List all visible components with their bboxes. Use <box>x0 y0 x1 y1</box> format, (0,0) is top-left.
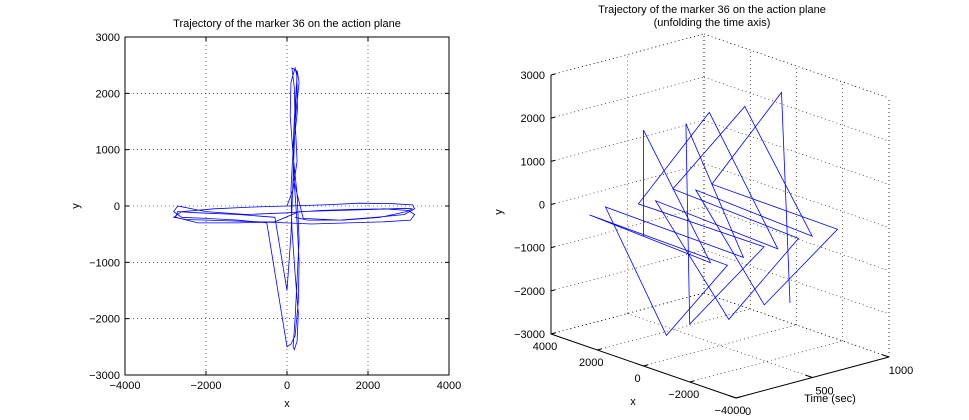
box-3d <box>550 75 890 399</box>
ticks-2d: −4000 −2000 0 2000 4000 −3000 −2000 −1000 0 1000 2… <box>89 32 461 392</box>
x-tick-label-3d: 2000 <box>579 357 603 369</box>
y-axis-label-2d: y <box>70 203 82 209</box>
x-tick-label: 2000 <box>356 380 380 392</box>
y-tick-label-3d: −1000 <box>514 243 545 255</box>
chart-2d: −4000 −2000 0 2000 4000 −3000 −2000 −1000 0 1000 2… <box>70 18 461 410</box>
y-tick-label: 1000 <box>96 145 120 157</box>
trajectory-line-2d <box>172 66 416 351</box>
x-axis-label-3d: x <box>630 396 636 408</box>
x-tick-label-3d: 4000 <box>533 341 557 353</box>
chart-2d-title: Trajectory of the marker 36 on the actio… <box>173 18 401 30</box>
trajectory-line-3d <box>589 91 839 337</box>
grid-line-y <box>703 163 890 228</box>
y-tick-label: −2000 <box>89 314 120 326</box>
y-tick-label-3d: 1000 <box>521 156 545 168</box>
y-tick-label-3d: −3000 <box>514 329 545 341</box>
y-tick-label: 0 <box>114 201 120 213</box>
grid-3d <box>550 33 890 399</box>
x-tick-label: 0 <box>284 380 290 392</box>
x-tick-mark-3d <box>689 380 695 383</box>
x-tick-mark-3d <box>735 396 741 399</box>
grid-line-y <box>550 163 705 205</box>
y-tick-mark-3d <box>550 246 556 249</box>
chart-3d-title: Trajectory of the marker 36 on the actio… <box>598 4 826 16</box>
x-tick-mark-3d <box>550 332 556 335</box>
ticks-3d: −3000 −2000 −1000 0 1000 2000 3000 −4000 −2000 0 2… <box>514 70 913 418</box>
grid-line-y <box>703 249 890 315</box>
y-tick-label: 3000 <box>96 32 120 44</box>
x-axis-label-2d: x <box>284 398 290 410</box>
series-3d <box>589 91 839 337</box>
y-tick-mark-3d <box>550 203 556 205</box>
series-2d <box>172 66 416 351</box>
t-tick-label-3d: 500 <box>815 386 833 398</box>
x-tick-mark-3d <box>597 348 602 351</box>
y-tick-label-3d: 3000 <box>521 70 545 82</box>
t-tick-mark-3d <box>728 395 737 399</box>
x-tick-label: 4000 <box>437 380 461 392</box>
grid-line-y <box>550 76 705 119</box>
x-tick-label-3d: −4000 <box>715 405 746 417</box>
grid-line-t <box>550 333 737 399</box>
y-tick-mark-3d <box>550 159 556 162</box>
t-tick-label-3d: 1000 <box>889 365 913 377</box>
y-tick-label-3d: 0 <box>539 200 545 212</box>
t-tick-label-3d: 0 <box>745 406 751 418</box>
x-tick-label: −2000 <box>191 380 222 392</box>
y-axis-label-3d: y <box>493 209 505 215</box>
chart-3d: −3000 −2000 −1000 0 1000 2000 3000 −4000 −2000 0 2… <box>493 4 913 418</box>
grid-line-t <box>627 313 813 378</box>
x-tick-label-3d: −2000 <box>668 389 699 401</box>
grid-line-y <box>703 120 890 185</box>
chart-3d-subtitle: (unfolding the time axis) <box>654 17 771 29</box>
y-tick-mark-3d <box>550 73 556 76</box>
y-tick-label-3d: −2000 <box>514 286 545 298</box>
grid-line-t <box>703 292 890 358</box>
y-tick-label: −3000 <box>89 370 120 382</box>
x-tick-label: −4000 <box>110 380 141 392</box>
grid-line-y <box>703 206 890 271</box>
t-tick-mark-3d <box>805 374 813 378</box>
y-tick-mark-3d <box>550 289 556 292</box>
y-tick-label-3d: 2000 <box>521 113 545 125</box>
y-tick-label: 2000 <box>96 88 120 100</box>
x-tick-label-3d: 0 <box>634 373 640 385</box>
y-tick-label: −1000 <box>89 257 120 269</box>
t-tick-mark-3d <box>881 354 890 358</box>
grid-line-y <box>703 76 890 142</box>
grid-line-x <box>643 324 797 367</box>
z-axis-label-3d: Time (sec) <box>804 393 856 405</box>
grid-line-y <box>703 33 890 99</box>
x-tick-mark-3d <box>643 364 649 367</box>
y-tick-mark-3d <box>550 116 556 119</box>
